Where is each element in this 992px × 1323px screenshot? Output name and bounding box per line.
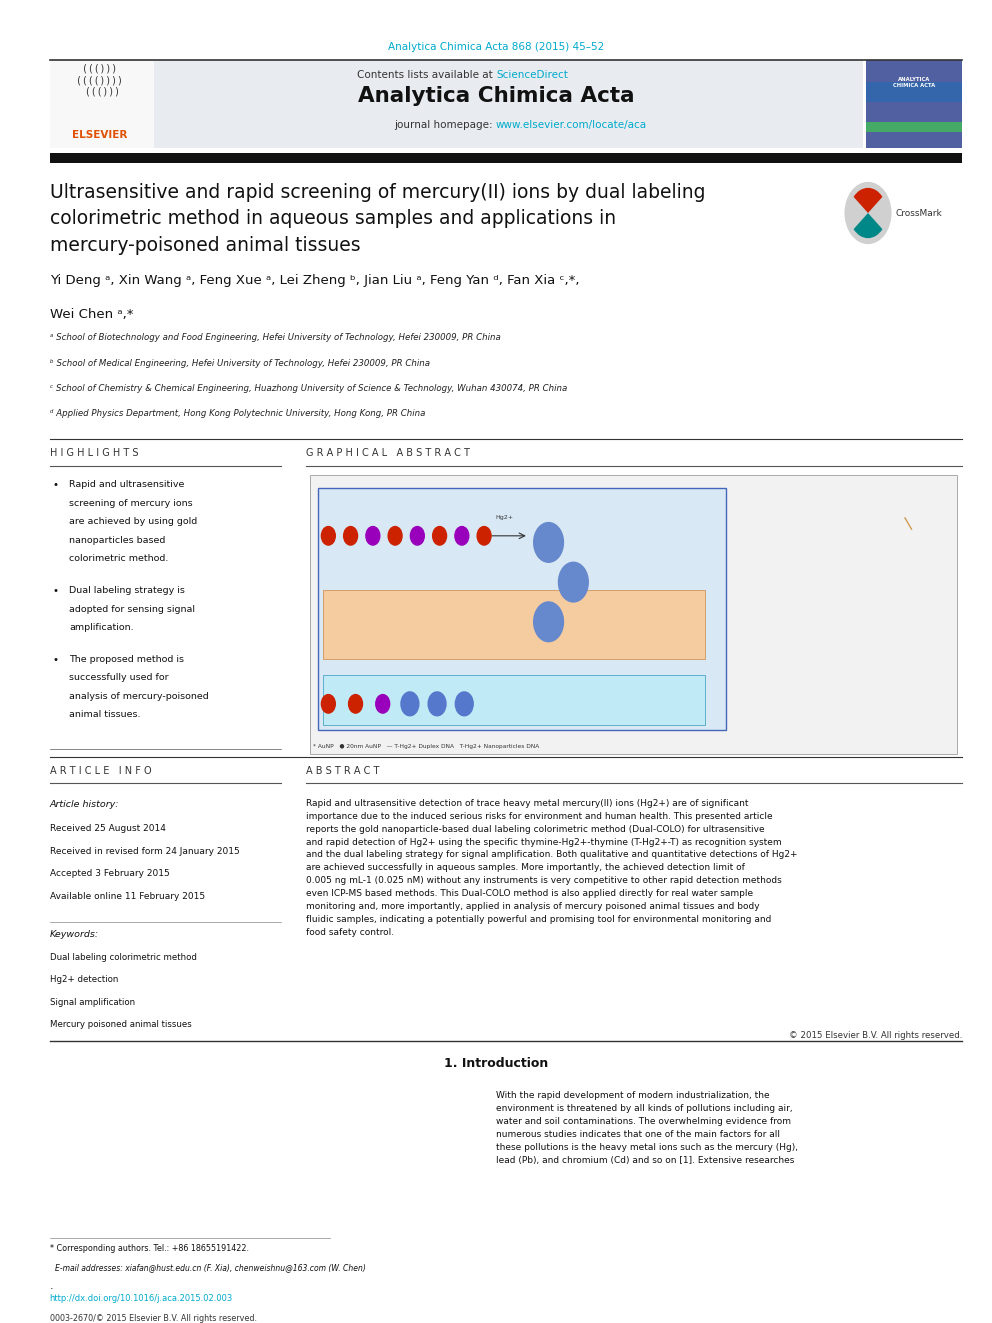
Text: Received 25 August 2014: Received 25 August 2014 (50, 824, 166, 833)
Text: adopted for sensing signal: adopted for sensing signal (69, 605, 195, 614)
Text: Dual labeling strategy is: Dual labeling strategy is (69, 586, 186, 595)
Text: nanoparticles based: nanoparticles based (69, 536, 166, 545)
Text: .: . (50, 1281, 54, 1291)
Circle shape (366, 527, 380, 545)
FancyBboxPatch shape (50, 153, 962, 163)
Text: colorimetric method.: colorimetric method. (69, 554, 169, 564)
Circle shape (429, 692, 446, 716)
Circle shape (477, 527, 491, 545)
Circle shape (401, 692, 419, 716)
Text: animal tissues.: animal tissues. (69, 710, 141, 720)
Text: Hg2+ detection: Hg2+ detection (50, 975, 118, 984)
Text: CrossMark: CrossMark (896, 209, 942, 217)
Text: Analytica Chimica Acta 868 (2015) 45–52: Analytica Chimica Acta 868 (2015) 45–52 (388, 42, 604, 53)
Circle shape (321, 527, 335, 545)
Text: amplification.: amplification. (69, 623, 134, 632)
Text: Received in revised form 24 January 2015: Received in revised form 24 January 2015 (50, 847, 239, 856)
Text: 1. Introduction: 1. Introduction (443, 1057, 549, 1070)
Text: 0003-2670/© 2015 Elsevier B.V. All rights reserved.: 0003-2670/© 2015 Elsevier B.V. All right… (50, 1314, 257, 1323)
Text: Contents lists available at: Contents lists available at (357, 70, 496, 81)
FancyBboxPatch shape (866, 82, 962, 102)
Circle shape (455, 527, 469, 545)
FancyBboxPatch shape (866, 122, 962, 132)
Text: Signal amplification: Signal amplification (50, 998, 135, 1007)
Text: Rapid and ultrasensitive: Rapid and ultrasensitive (69, 480, 185, 490)
Text: successfully used for: successfully used for (69, 673, 169, 683)
Text: Rapid and ultrasensitive detection of trace heavy metal mercury(II) ions (Hg2+) : Rapid and ultrasensitive detection of tr… (306, 799, 797, 937)
Text: * Corresponding authors. Tel.: +86 18655191422.: * Corresponding authors. Tel.: +86 18655… (50, 1244, 249, 1253)
Circle shape (388, 527, 402, 545)
Text: Mercury poisoned animal tissues: Mercury poisoned animal tissues (50, 1020, 191, 1029)
Text: ᵇ School of Medical Engineering, Hefei University of Technology, Hefei 230009, P: ᵇ School of Medical Engineering, Hefei U… (50, 359, 430, 368)
Text: ELSEVIER: ELSEVIER (71, 130, 127, 140)
Text: ᵈ Applied Physics Department, Hong Kong Polytechnic University, Hong Kong, PR Ch: ᵈ Applied Physics Department, Hong Kong … (50, 409, 425, 418)
Text: •: • (53, 655, 59, 665)
FancyBboxPatch shape (318, 488, 726, 730)
Circle shape (411, 527, 425, 545)
Text: Ultrasensitive and rapid screening of mercury(II) ions by dual labeling
colorime: Ultrasensitive and rapid screening of me… (50, 183, 705, 254)
Text: ANALYTICA
CHIMICA ACTA: ANALYTICA CHIMICA ACTA (893, 77, 935, 87)
Text: Analytica Chimica Acta: Analytica Chimica Acta (358, 86, 634, 106)
Text: Article history:: Article history: (50, 800, 119, 810)
Text: Accepted 3 February 2015: Accepted 3 February 2015 (50, 869, 170, 878)
Text: www.elsevier.com/locate/aca: www.elsevier.com/locate/aca (496, 119, 647, 130)
Circle shape (343, 527, 357, 545)
Text: ᶜ School of Chemistry & Chemical Engineering, Huazhong University of Science & T: ᶜ School of Chemistry & Chemical Enginee… (50, 384, 566, 393)
Text: H I G H L I G H T S: H I G H L I G H T S (50, 448, 138, 459)
FancyBboxPatch shape (866, 60, 962, 148)
Text: Keywords:: Keywords: (50, 930, 99, 939)
Text: journal homepage:: journal homepage: (394, 119, 496, 130)
Circle shape (348, 695, 362, 713)
Text: The proposed method is: The proposed method is (69, 655, 185, 664)
Circle shape (534, 602, 563, 642)
Text: © 2015 Elsevier B.V. All rights reserved.: © 2015 Elsevier B.V. All rights reserved… (789, 1031, 962, 1040)
FancyBboxPatch shape (154, 60, 863, 148)
FancyBboxPatch shape (323, 675, 705, 725)
Text: |: | (902, 515, 914, 529)
Text: * AuNP   ● 20nm AuNP   — T-Hg2+ Duplex DNA   T-Hg2+ Nanoparticles DNA: * AuNP ● 20nm AuNP — T-Hg2+ Duplex DNA T… (313, 744, 540, 749)
Circle shape (558, 562, 588, 602)
Text: Hg2+: Hg2+ (495, 515, 513, 520)
Text: With the rapid development of modern industrialization, the
environment is threa: With the rapid development of modern ind… (496, 1091, 798, 1164)
Circle shape (845, 183, 891, 243)
Wedge shape (853, 213, 883, 238)
Text: Available online 11 February 2015: Available online 11 February 2015 (50, 892, 204, 901)
Circle shape (376, 695, 390, 713)
Text: screening of mercury ions: screening of mercury ions (69, 499, 193, 508)
FancyBboxPatch shape (50, 60, 154, 148)
Circle shape (534, 523, 563, 562)
FancyBboxPatch shape (310, 475, 957, 754)
FancyBboxPatch shape (323, 590, 705, 659)
Text: G R A P H I C A L   A B S T R A C T: G R A P H I C A L A B S T R A C T (306, 448, 469, 459)
Text: Dual labeling colorimetric method: Dual labeling colorimetric method (50, 953, 196, 962)
Text: A B S T R A C T: A B S T R A C T (306, 766, 379, 777)
Text: Wei Chen ᵃ,*: Wei Chen ᵃ,* (50, 308, 133, 321)
Text: are achieved by using gold: are achieved by using gold (69, 517, 197, 527)
Circle shape (433, 527, 446, 545)
Text: E-mail addresses: xiafan@hust.edu.cn (F. Xia), chenweishnu@163.com (W. Chen): E-mail addresses: xiafan@hust.edu.cn (F.… (55, 1263, 365, 1273)
Text: Yi Deng ᵃ, Xin Wang ᵃ, Feng Xue ᵃ, Lei Zheng ᵇ, Jian Liu ᵃ, Feng Yan ᵈ, Fan Xia : Yi Deng ᵃ, Xin Wang ᵃ, Feng Xue ᵃ, Lei Z… (50, 274, 579, 287)
Text: A R T I C L E   I N F O: A R T I C L E I N F O (50, 766, 151, 777)
Text: ((()))
(((())))
 ((())): ((())) (((()))) ((())) (75, 64, 123, 97)
Text: •: • (53, 586, 59, 597)
Circle shape (455, 692, 473, 716)
Circle shape (321, 695, 335, 713)
Text: http://dx.doi.org/10.1016/j.aca.2015.02.003: http://dx.doi.org/10.1016/j.aca.2015.02.… (50, 1294, 233, 1303)
Wedge shape (853, 188, 883, 213)
Text: analysis of mercury-poisoned: analysis of mercury-poisoned (69, 692, 209, 701)
Text: •: • (53, 480, 59, 491)
Text: ᵃ School of Biotechnology and Food Engineering, Hefei University of Technology, : ᵃ School of Biotechnology and Food Engin… (50, 333, 500, 343)
Text: ScienceDirect: ScienceDirect (496, 70, 567, 81)
